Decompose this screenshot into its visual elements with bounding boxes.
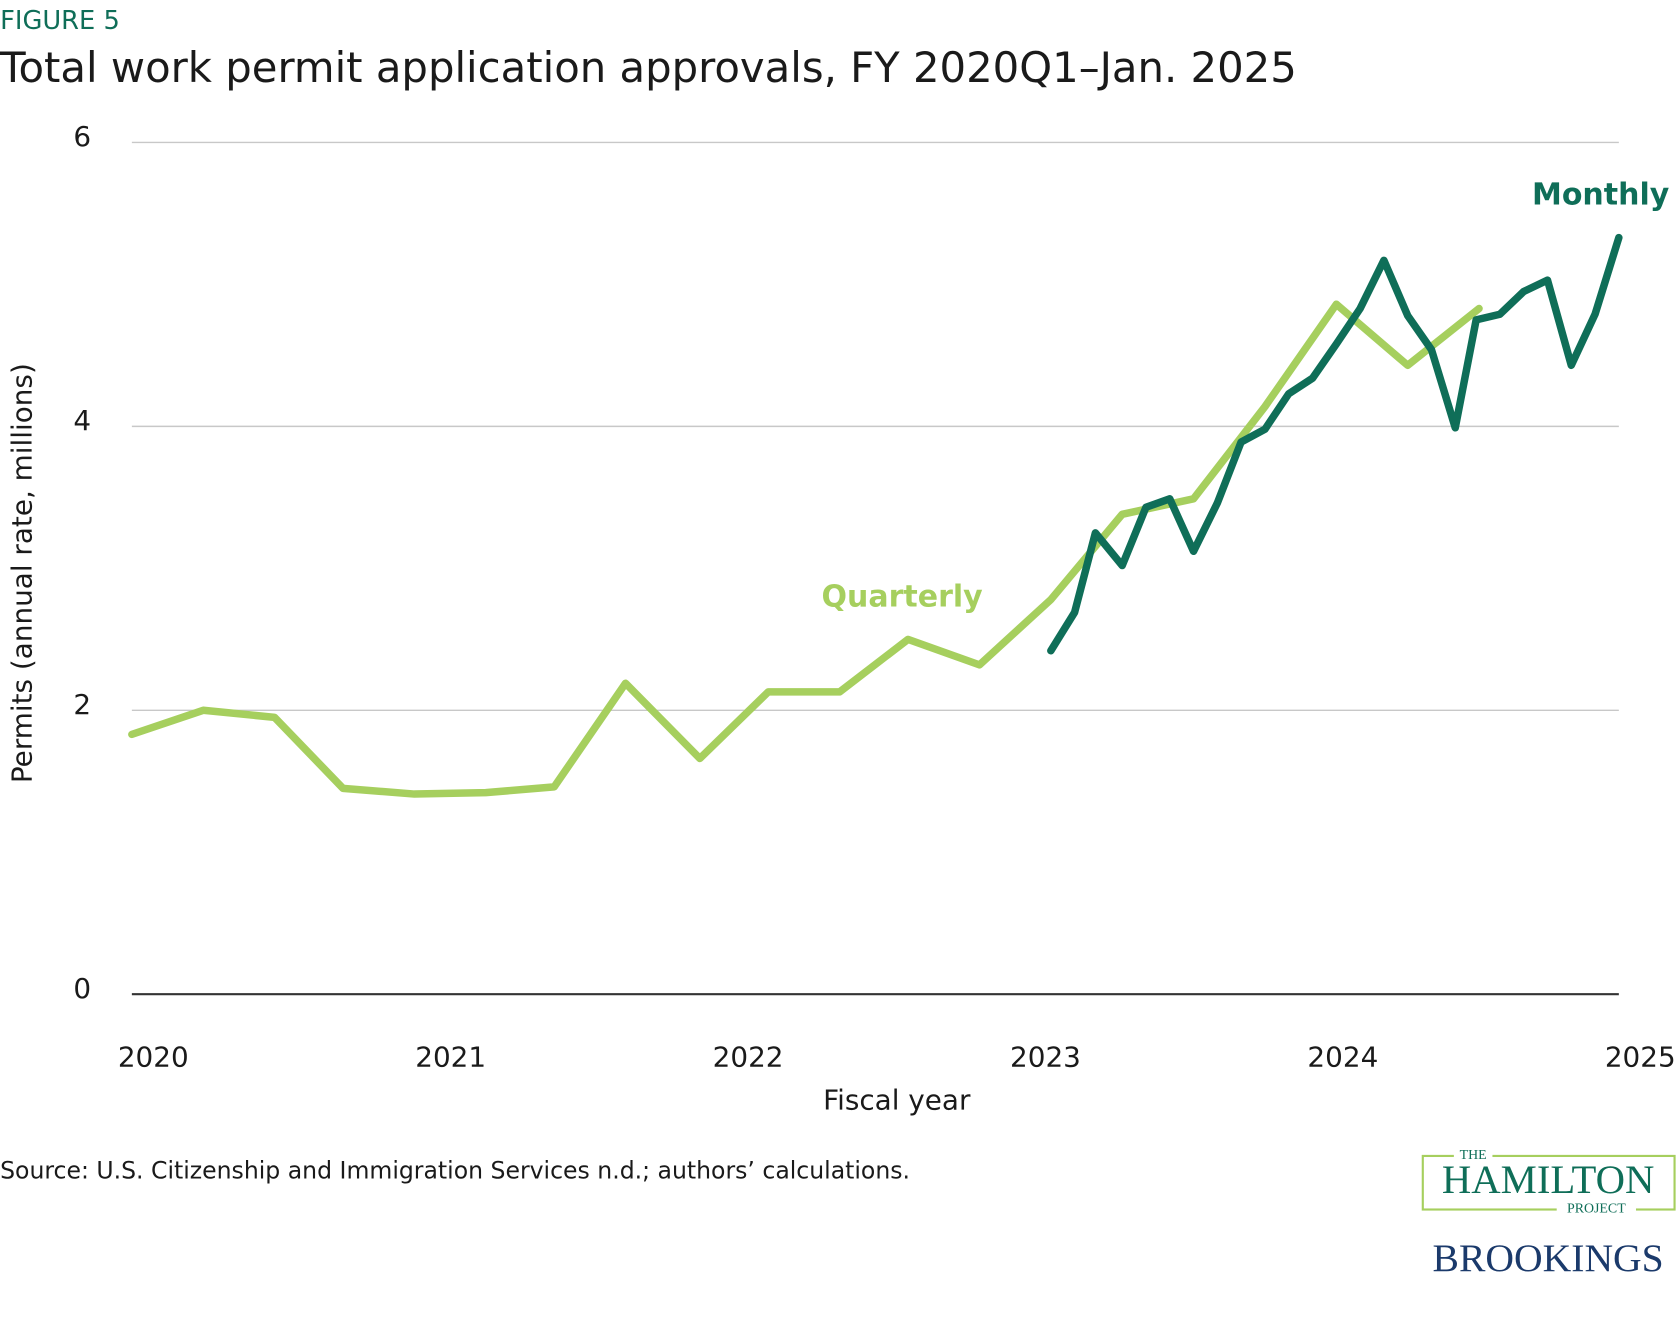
- logo-text: BROOKINGS: [1433, 1236, 1664, 1280]
- logo-text: THE: [1460, 1148, 1487, 1163]
- x-tick-label: 2024: [1307, 1040, 1378, 1073]
- x-tick-label: 2025: [1605, 1040, 1676, 1073]
- series-label: Monthly: [1532, 178, 1669, 213]
- logo-gap: [1556, 1202, 1636, 1218]
- y-axis-label: Permits (annual rate, millions): [6, 363, 39, 783]
- series-line: [128, 300, 1483, 798]
- y-tick-label: 4: [73, 404, 91, 437]
- y-tick-label: 6: [73, 120, 91, 153]
- hamilton-logo: THE HAMILTON PROJECT BROOKINGS: [1421, 1148, 1676, 1280]
- figure-label: FIGURE 5: [0, 6, 120, 36]
- logo-text: PROJECT: [1567, 1202, 1626, 1217]
- logo-frame: [1421, 1154, 1676, 1211]
- series-label: Quarterly: [822, 579, 983, 614]
- logo-text: HAMILTON: [1442, 1157, 1654, 1202]
- logo-gap: [1453, 1148, 1493, 1164]
- source-note: Source: U.S. Citizenship and Immigration…: [0, 1157, 910, 1185]
- x-tick-label: 2021: [415, 1040, 486, 1073]
- y-tick-label: 2: [73, 688, 91, 721]
- x-axis-label: Fiscal year: [823, 1083, 971, 1116]
- chart-title: Total work permit application approvals,…: [0, 43, 1297, 92]
- x-tick-label: 2023: [1010, 1040, 1081, 1073]
- x-tick-label: 2020: [118, 1040, 189, 1073]
- x-tick-label: 2022: [713, 1040, 784, 1073]
- y-tick-label: 0: [73, 972, 91, 1005]
- series-line: [1047, 233, 1623, 655]
